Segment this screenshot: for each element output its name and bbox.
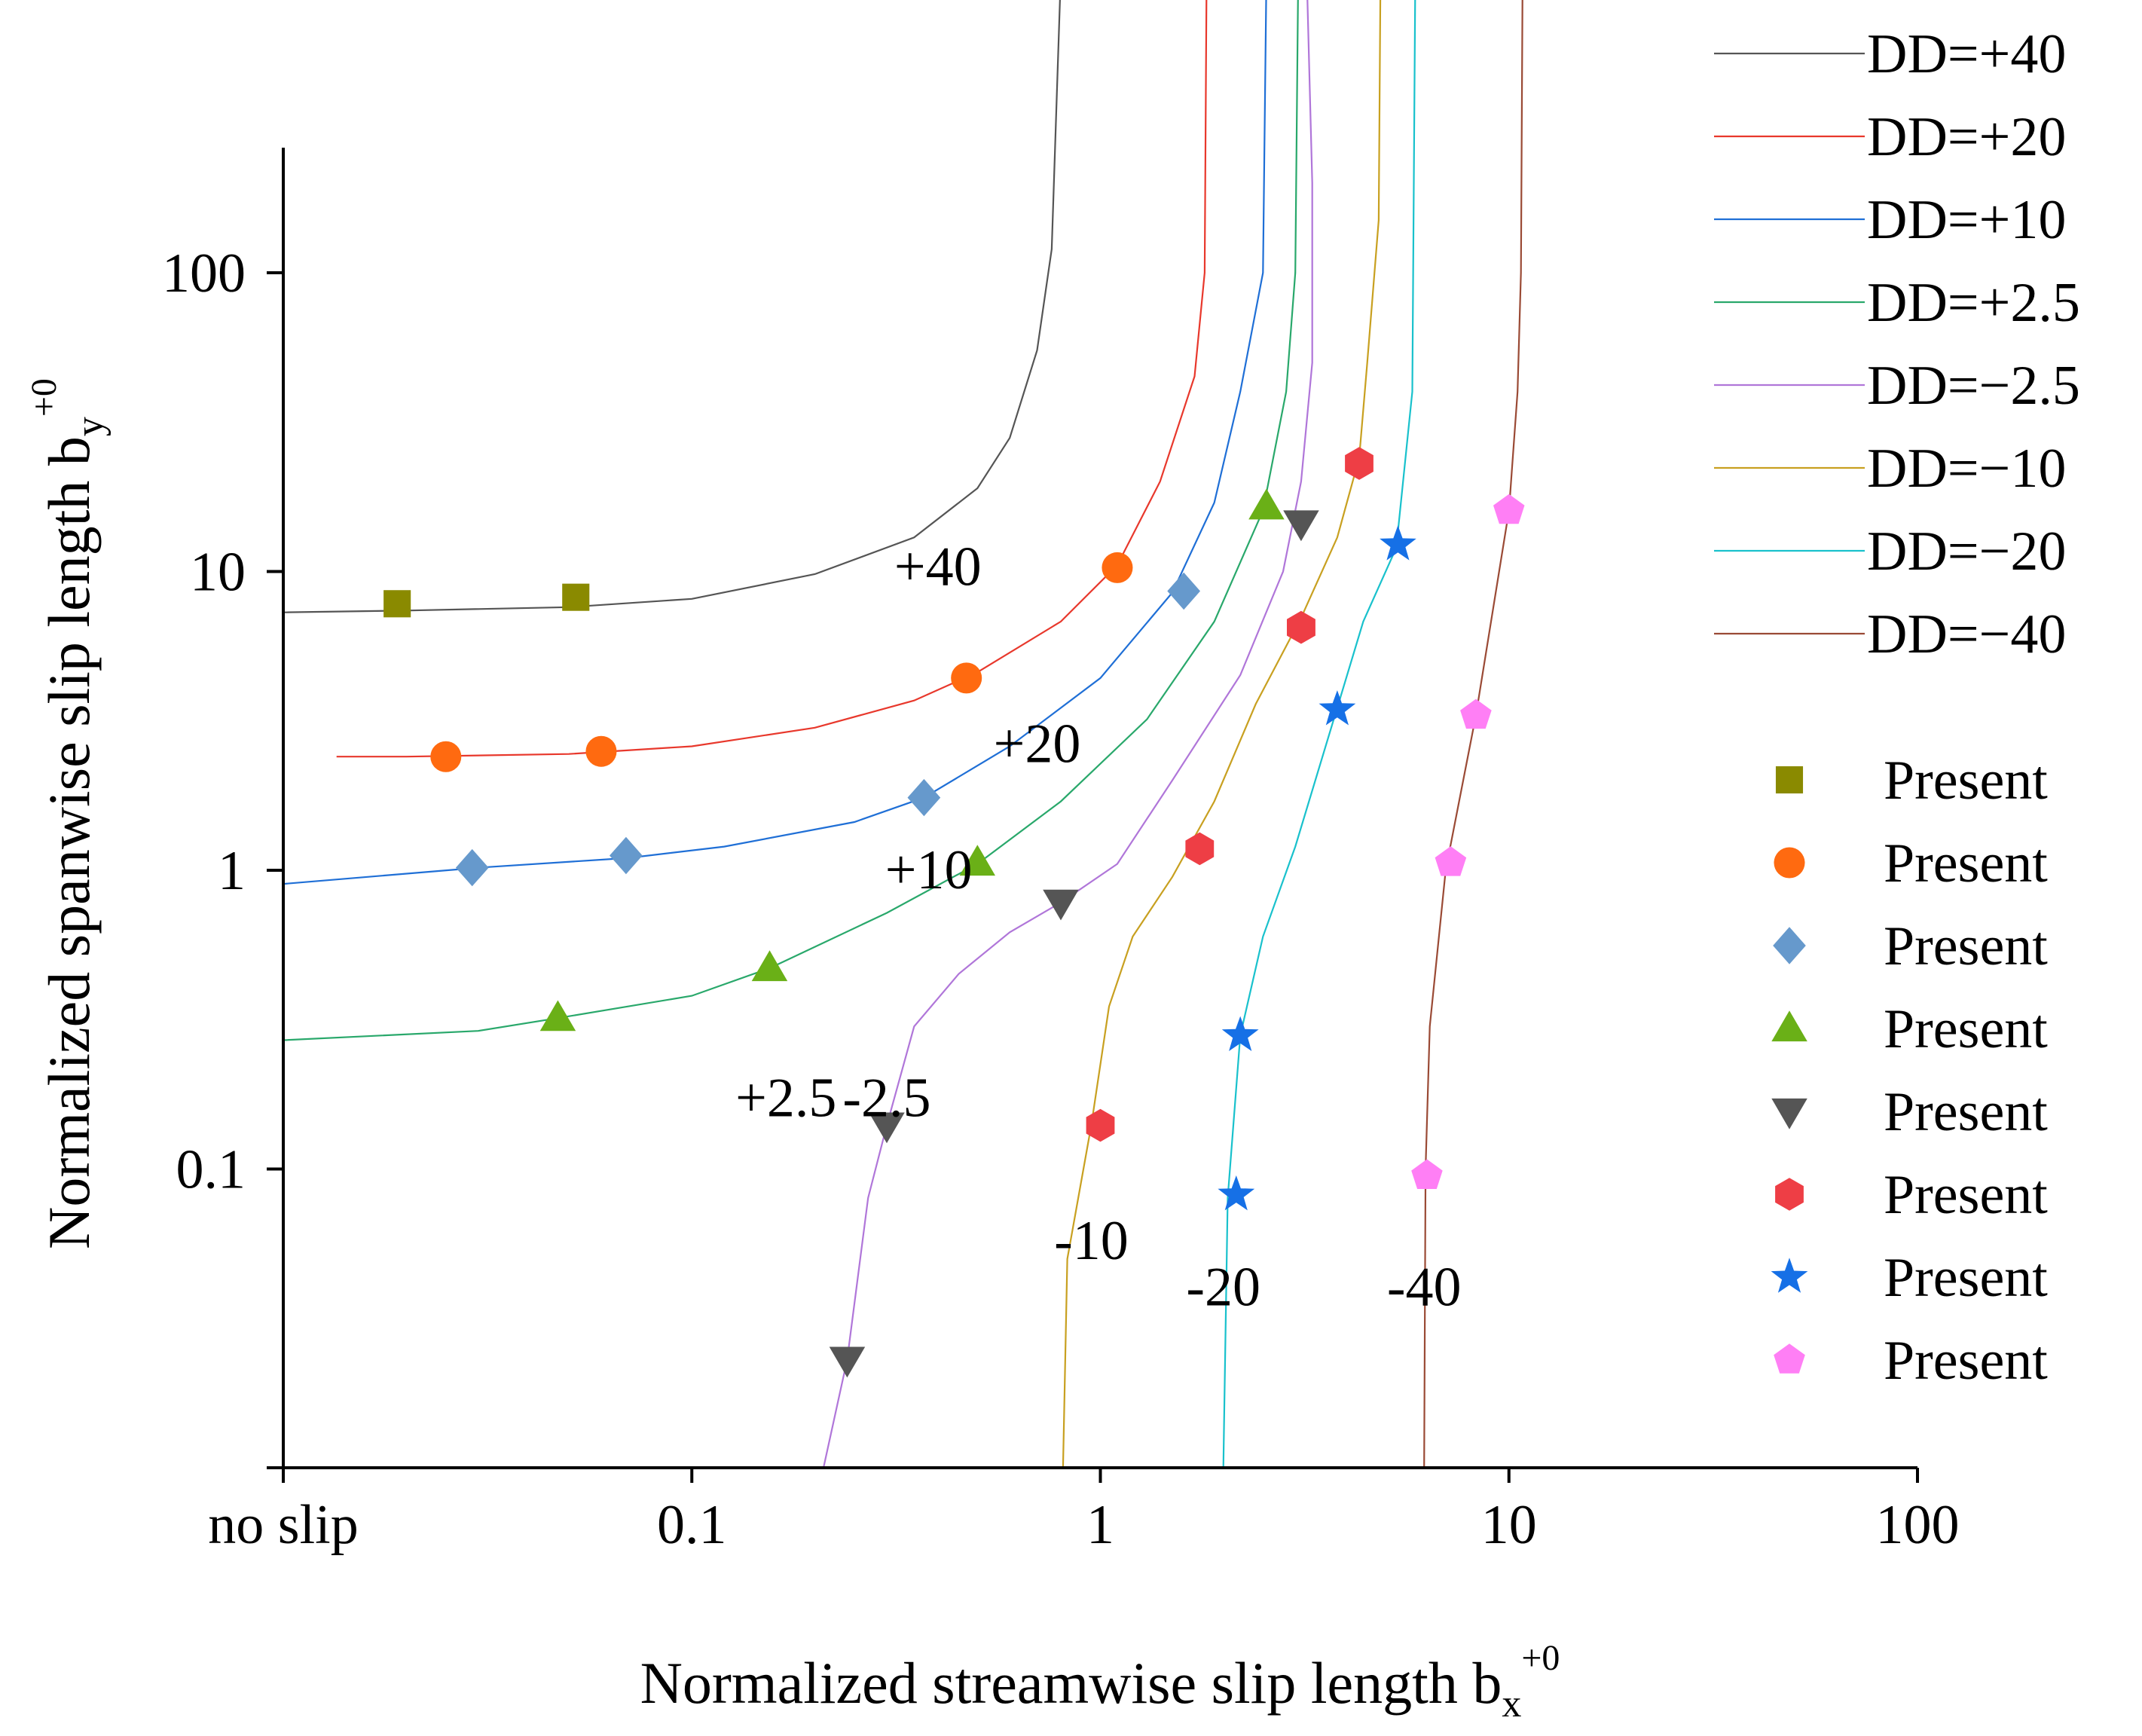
legend-label: DD=−40	[1867, 604, 2066, 665]
legend-label: Present	[1884, 1330, 2048, 1392]
marker-hexagon-4	[1345, 447, 1374, 480]
y-tick-label: 10	[190, 542, 246, 604]
tick-layer: no slip 0.1 1 10 100 0.1 1 10 100	[162, 243, 1960, 1556]
marker-diamond-2	[610, 836, 643, 875]
x-tick-label: 1	[1086, 1494, 1114, 1556]
curve-annotation: -20	[1186, 1256, 1260, 1318]
legend-label: DD=+2.5	[1867, 272, 2080, 334]
marker-triangle-up-2	[751, 950, 788, 982]
marker-triangle-up-3	[959, 845, 995, 876]
x-axis-label: Normalized streamwise slip length bx+0	[640, 1638, 1560, 1725]
series-layer	[283, 0, 1523, 1469]
curve-annotation: -2.5	[842, 1068, 930, 1129]
x-tick-label: 10	[1481, 1494, 1537, 1556]
series-line-7	[1222, 0, 1416, 1469]
series-line-8	[1423, 0, 1523, 1469]
legend-marker-star	[1771, 1258, 1808, 1293]
x-tick-label: 0.1	[657, 1494, 727, 1556]
marker-triangle-up-1	[539, 1000, 576, 1032]
curve-annotation: +20	[994, 714, 1081, 775]
legend: DD=+40 DD=+20 DD=+10 DD=+2.5 DD=−2.5 DD=−10 DD…	[1714, 23, 2080, 1392]
legend-marker-circle	[1774, 847, 1805, 879]
marker-circle-2	[585, 735, 617, 767]
marker-hexagon-1	[1086, 1108, 1115, 1142]
legend-marker-diamond	[1773, 927, 1806, 964]
series-line-4	[283, 0, 1299, 1041]
series-line-2	[336, 0, 1208, 758]
legend-label: Present	[1884, 750, 2048, 811]
legend-label: Present	[1884, 1247, 2048, 1309]
series-line-6	[1062, 0, 1382, 1469]
marker-star-3	[1319, 690, 1356, 726]
y-axis-label: Normalized spanwise slip length by+0	[24, 378, 112, 1249]
y-tick-label: 1	[218, 840, 246, 902]
marker-triangle-down-1	[829, 1346, 866, 1378]
annotation-layer: +40 +20 +10 +2.5 -2.5 -10 -20 -40	[735, 536, 1461, 1319]
x-tick-label: 100	[1876, 1494, 1960, 1556]
legend-label: Present	[1884, 998, 2048, 1060]
legend-marker-hexagon	[1775, 1178, 1804, 1211]
x-tick-label: no slip	[208, 1494, 358, 1556]
marker-diamond-1	[455, 848, 489, 887]
marker-triangle-up-4	[1248, 488, 1285, 520]
series-line-1	[283, 0, 1061, 613]
y-tick-label: 100	[162, 243, 246, 304]
y-tick-label: 0.1	[176, 1139, 246, 1201]
series-line-5	[822, 0, 1313, 1469]
marker-star-4	[1380, 525, 1416, 561]
marker-pentagon-1	[1411, 1159, 1443, 1189]
legend-label: DD=−20	[1867, 521, 2066, 582]
legend-label: Present	[1884, 1164, 2048, 1226]
series-line-3	[283, 0, 1267, 885]
legend-label: DD=−10	[1867, 438, 2066, 500]
legend-label: Present	[1884, 833, 2048, 894]
marker-circle-1	[430, 741, 462, 772]
marker-hexagon-3	[1287, 610, 1315, 644]
legend-marker-pentagon	[1774, 1343, 1805, 1374]
marker-layer	[383, 447, 1525, 1378]
marker-triangle-down-2	[869, 1112, 905, 1144]
curve-annotation: -10	[1054, 1210, 1129, 1272]
marker-circle-3	[951, 662, 982, 694]
legend-label: DD=−2.5	[1867, 355, 2080, 417]
marker-diamond-3	[907, 778, 941, 817]
curve-annotation: +10	[885, 839, 973, 901]
legend-marker-square	[1775, 766, 1804, 794]
curve-annotation: -40	[1387, 1256, 1462, 1318]
legend-marker-triangle-down	[1771, 1098, 1807, 1129]
curve-annotation: +2.5	[735, 1068, 836, 1129]
marker-circle-4	[1102, 552, 1133, 583]
curve-annotation: +40	[894, 536, 982, 598]
marker-diamond-4	[1167, 572, 1200, 610]
marker-triangle-down-3	[1043, 889, 1079, 921]
marker-hexagon-2	[1185, 832, 1215, 866]
legend-label: DD=+20	[1867, 106, 2066, 168]
marker-pentagon-2	[1435, 846, 1467, 876]
marker-square-1	[383, 590, 411, 618]
marker-pentagon-4	[1493, 494, 1525, 524]
legend-label: Present	[1884, 915, 2048, 977]
legend-label: DD=+40	[1867, 23, 2066, 85]
marker-pentagon-3	[1460, 698, 1492, 729]
marker-triangle-down-4	[1283, 510, 1319, 542]
y-axis-label-group: Normalized spanwise slip length by+0	[24, 378, 112, 1249]
legend-marker-triangle-up	[1771, 1010, 1807, 1042]
marker-square-2	[562, 583, 590, 611]
marker-star-2	[1221, 1016, 1259, 1051]
legend-label: Present	[1884, 1081, 2048, 1143]
legend-label: DD=+10	[1867, 189, 2066, 251]
marker-star-1	[1218, 1175, 1255, 1211]
